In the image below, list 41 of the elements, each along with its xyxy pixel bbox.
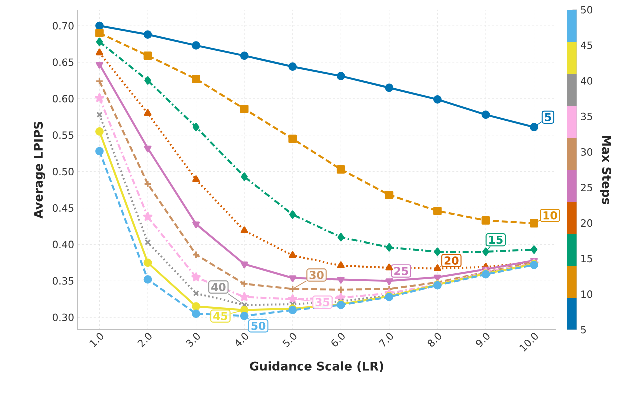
- y-tick-label: 0.50: [52, 168, 74, 176]
- annotation: 40: [212, 283, 226, 292]
- y-tick-label: 0.40: [52, 240, 74, 248]
- y-tick-label: 0.30: [52, 314, 74, 322]
- color-bar-label: 45: [581, 42, 592, 50]
- x-axis-title: Guidance Scale (LR): [250, 362, 384, 372]
- annotation: 5: [545, 113, 552, 122]
- y-tick-label: 0.45: [52, 204, 74, 212]
- x-tick-label: 4.0: [236, 333, 248, 347]
- annotation: 45: [214, 312, 228, 320]
- color-bar-label: 15: [582, 255, 592, 263]
- x-tick-label: 1.0: [90, 333, 104, 348]
- color-bar-label: 50: [581, 6, 593, 14]
- x-tick-label: 2.0: [138, 333, 152, 348]
- annotation: 35: [316, 298, 330, 307]
- color-bar-label: 10: [582, 290, 593, 298]
- annotation: 30: [310, 271, 324, 280]
- annotation: 50: [252, 322, 266, 330]
- color-bar-label: 35: [581, 112, 592, 120]
- y-tick-label: 0.55: [52, 132, 74, 140]
- x-tick-label: 5.0: [282, 333, 297, 348]
- y-tick-label: 0.35: [52, 277, 74, 285]
- annotation: 25: [394, 267, 408, 276]
- color-bar-label: 40: [581, 77, 593, 85]
- annotation: 20: [444, 256, 459, 265]
- annotation: 15: [490, 236, 503, 244]
- color-bar-label: 30: [581, 148, 593, 156]
- color-bar-label: 5: [581, 326, 586, 334]
- color-bar-label: 25: [581, 184, 592, 192]
- x-tick-label: 8.0: [428, 333, 442, 347]
- y-tick-label: 0.65: [52, 58, 74, 66]
- y-axis-title: Average LPIPS: [34, 122, 46, 219]
- y-tick-label: 0.60: [52, 95, 74, 103]
- color-bar-title: Max Steps: [600, 136, 612, 204]
- color-bar-label: 20: [581, 220, 593, 228]
- x-tick-label: 6.0: [332, 333, 345, 347]
- x-tick-label: 7.0: [378, 333, 394, 347]
- annotation: 10: [544, 211, 558, 220]
- y-tick-label: 0.70: [52, 22, 74, 30]
- x-tick-label: 9.0: [476, 333, 490, 348]
- x-tick-label: 3.0: [186, 333, 200, 348]
